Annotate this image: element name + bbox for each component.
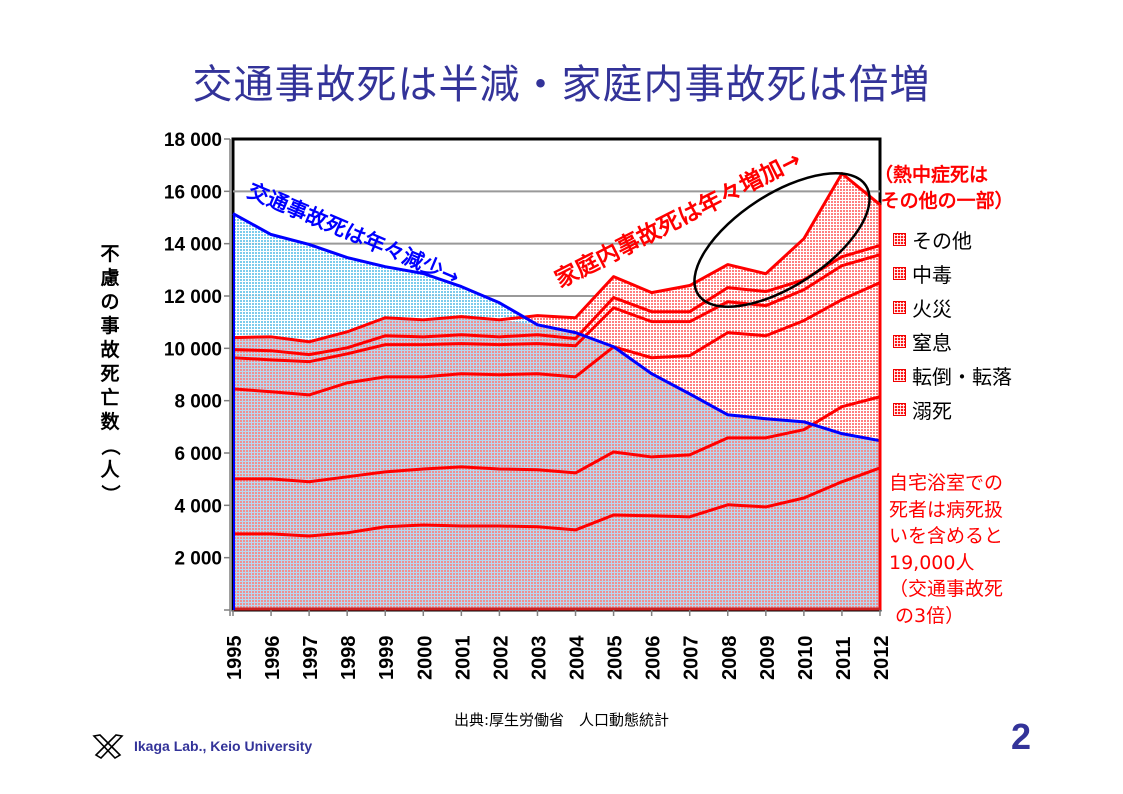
legend-item: 転倒・転落 — [893, 358, 1012, 392]
x-tick-label: 2004 — [567, 635, 589, 680]
footer-lab: Ikaga Lab., Keio University — [90, 733, 312, 759]
x-tick-label: 2009 — [757, 636, 779, 681]
y-axis-title-char: 不 — [100, 243, 120, 265]
x-tick-label: 2010 — [795, 636, 817, 681]
series-line-4 — [232, 253, 881, 364]
x-tick-label: 1995 — [224, 636, 246, 681]
y-axis-title-char: 死 — [100, 363, 120, 385]
overlap-area — [233, 316, 880, 610]
y-axis-title: 不慮の事故死亡数（人） — [96, 242, 124, 506]
traffic-series-line — [232, 212, 881, 443]
series-line-2 — [233, 395, 881, 484]
y-tick-label: 6 000 — [174, 444, 222, 465]
page-number: 2 — [1010, 716, 1031, 757]
x-tick-label: 2008 — [719, 636, 741, 681]
y-axis-title-char: の — [100, 291, 120, 313]
x-tick-label: 2007 — [681, 636, 703, 681]
legend-label: 中毒 — [912, 262, 952, 287]
legend-swatch-icon — [893, 232, 906, 246]
axes — [224, 138, 881, 616]
x-tick-label: 2012 — [871, 636, 893, 681]
legend-label: その他 — [912, 228, 972, 253]
lab-name: Ikaga Lab., Keio University — [134, 738, 313, 754]
series-line-6 — [232, 172, 881, 344]
legend-label: 転倒・転落 — [912, 364, 1012, 389]
legend-label: 火災 — [912, 296, 952, 321]
legend: その他中毒火災窒息転倒・転落溺死 — [893, 222, 1012, 426]
y-tick-label: 2 000 — [174, 549, 222, 570]
areas — [233, 173, 880, 611]
y-tick-label: 4 000 — [174, 496, 222, 517]
x-tick-label: 2001 — [452, 636, 474, 681]
x-tick-label: 2003 — [528, 636, 550, 681]
y-tick-label: 10 000 — [164, 339, 222, 360]
x-tick-label: 1996 — [262, 636, 284, 681]
legend-swatch-icon — [893, 402, 906, 416]
y-axis-title-char: 事 — [100, 315, 120, 337]
legend-item: 火災 — [893, 290, 1012, 324]
y-tick-labels: 2 000 4 000 6 000 8 000 10 000 12 000 14 000 16… — [164, 130, 222, 570]
y-axis-title-char: 亡 — [100, 387, 120, 409]
series-line-5 — [232, 244, 881, 357]
series-lines — [232, 172, 882, 611]
legend-swatch-icon — [893, 300, 906, 314]
legend-item: その他 — [893, 222, 1012, 256]
y-axis-title-char: 故 — [100, 339, 120, 361]
legend-item: 溺死 — [893, 392, 1012, 426]
legend-label: 溺死 — [912, 398, 952, 423]
x-tick-label: 1998 — [338, 636, 360, 681]
series-line-3 — [232, 281, 881, 397]
legend-item: 窒息 — [893, 324, 1012, 358]
y-axis-title-char: 人 — [100, 459, 120, 481]
x-tick-label: 2011 — [833, 637, 855, 680]
series-line-1 — [233, 466, 881, 538]
crossed-hands-logo-icon — [92, 734, 124, 759]
heatstroke-note: （熱中症死は その他の一部） — [874, 164, 1014, 212]
x-tick-label: 2002 — [490, 636, 512, 681]
source-caption: 出典:厚生労働省 人口動態統計 — [453, 711, 670, 729]
slide-title: 交通事故死は半減・家庭内事故死は倍増 — [192, 62, 931, 108]
y-axis-title-char: 慮 — [100, 267, 120, 289]
y-tick-label: 12 000 — [164, 287, 222, 308]
x-tick-label: 1999 — [376, 636, 398, 681]
legend-swatch-icon — [893, 368, 906, 382]
x-tick-labels: 1995 1996 1997 1998 1999 2000 2001 2002 2003 2004… — [224, 635, 893, 680]
y-tick-label: 14 000 — [164, 235, 222, 256]
y-tick-label: 16 000 — [164, 182, 222, 203]
bathroom-note: 自宅浴室での 死者は病死扱 いを含めると 19,000人 （交通事故死 の3倍） — [889, 472, 1004, 627]
y-tick-label: 18 000 — [164, 130, 222, 151]
x-tick-label: 2000 — [414, 636, 436, 681]
x-tick-label: 2006 — [643, 636, 665, 681]
y-tick-label: 8 000 — [174, 392, 222, 413]
legend-swatch-icon — [893, 334, 906, 348]
legend-label: 窒息 — [912, 330, 952, 355]
x-tick-label: 1997 — [300, 636, 322, 681]
legend-item: 中毒 — [893, 256, 1012, 290]
x-tick-label: 2005 — [605, 636, 627, 681]
highlight-ellipse — [693, 172, 871, 308]
y-axis-title-char: 数 — [100, 411, 120, 433]
legend-swatch-icon — [893, 266, 906, 280]
